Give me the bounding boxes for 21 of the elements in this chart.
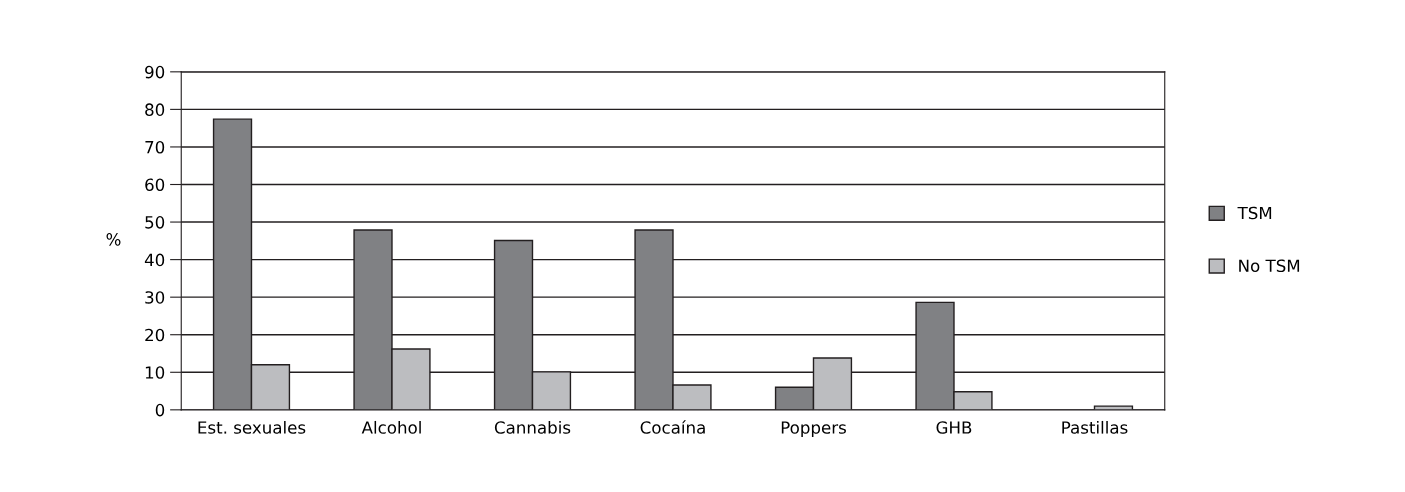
x-tick-label: Cocaína: [640, 420, 705, 434]
y-tick-label: 70: [145, 140, 165, 154]
y-tick-label: 50: [145, 216, 165, 229]
x-tick-label: Est. sexuales: [198, 420, 306, 434]
y-tick-label: 40: [144, 253, 165, 267]
legend-label: No TSM: [1239, 259, 1300, 273]
y-axis-title: %: [106, 233, 121, 246]
y-tick-label: 0: [155, 403, 165, 417]
y-tick-label: 80: [145, 103, 165, 116]
y-tick-label: 90: [145, 65, 165, 79]
bar: [1093, 405, 1134, 410]
y-tick-label: 60: [145, 178, 165, 192]
x-tick-label: GHB: [936, 421, 972, 434]
y-tick-label: 30: [145, 291, 165, 304]
y-tick-label: 10: [145, 366, 165, 379]
y-tick-label: 20: [145, 328, 165, 342]
x-tick-label: Cannabis: [494, 420, 571, 434]
x-tick-label: Alcohol: [361, 420, 421, 434]
x-tick-label: Poppers: [781, 421, 846, 438]
x-tick-label: Pastillas: [1062, 420, 1128, 434]
legend-label: TSM: [1237, 206, 1272, 220]
